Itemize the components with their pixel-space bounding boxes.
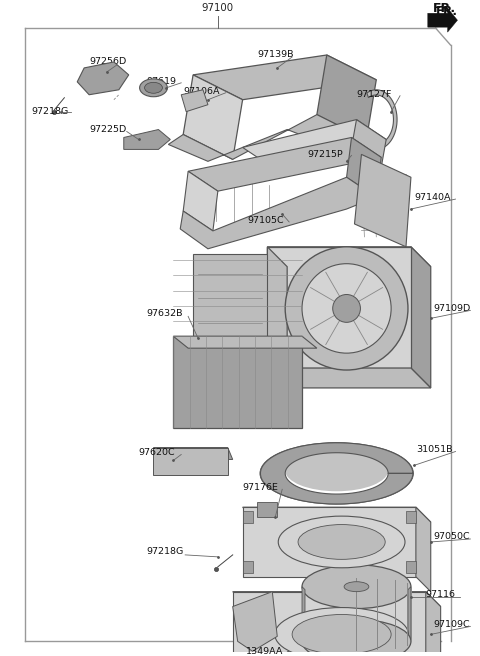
Polygon shape: [233, 592, 426, 656]
Text: FR.: FR.: [433, 2, 456, 15]
Polygon shape: [267, 247, 287, 388]
Polygon shape: [154, 447, 233, 459]
Ellipse shape: [275, 607, 408, 656]
Polygon shape: [355, 154, 411, 247]
Ellipse shape: [140, 79, 168, 96]
Polygon shape: [428, 9, 457, 32]
Circle shape: [285, 247, 408, 370]
Polygon shape: [347, 138, 381, 197]
Ellipse shape: [344, 582, 369, 592]
Ellipse shape: [278, 516, 405, 568]
Polygon shape: [233, 592, 277, 651]
Text: 97106A: 97106A: [183, 87, 220, 96]
Polygon shape: [367, 90, 397, 150]
Text: 97140A: 97140A: [414, 193, 450, 201]
Bar: [173, 337, 302, 428]
Text: 97620C: 97620C: [139, 448, 175, 457]
Text: 97105C: 97105C: [248, 216, 284, 226]
Text: 97225D: 97225D: [89, 125, 126, 134]
Circle shape: [302, 264, 391, 353]
Text: 97619: 97619: [146, 77, 177, 87]
Ellipse shape: [292, 615, 391, 654]
Polygon shape: [317, 55, 376, 140]
Text: 31051B: 31051B: [416, 445, 452, 454]
Polygon shape: [242, 507, 416, 577]
Text: 97116: 97116: [426, 590, 456, 599]
Polygon shape: [173, 337, 317, 348]
Polygon shape: [193, 254, 267, 368]
Bar: [257, 502, 277, 517]
Text: 97109C: 97109C: [434, 620, 470, 629]
Bar: [406, 561, 416, 573]
Text: 97218G: 97218G: [146, 547, 184, 556]
Polygon shape: [188, 138, 381, 191]
Polygon shape: [183, 171, 218, 231]
Polygon shape: [183, 75, 242, 159]
Text: 97215P: 97215P: [307, 150, 343, 159]
Polygon shape: [302, 586, 305, 644]
Polygon shape: [261, 443, 413, 504]
Bar: [242, 561, 252, 573]
Polygon shape: [267, 247, 411, 368]
Text: 97109D: 97109D: [434, 304, 471, 313]
Text: 97256D: 97256D: [89, 58, 126, 66]
Polygon shape: [426, 592, 441, 656]
Polygon shape: [411, 247, 431, 388]
Polygon shape: [351, 119, 386, 167]
Ellipse shape: [302, 619, 411, 656]
Polygon shape: [168, 115, 366, 161]
Polygon shape: [267, 368, 431, 388]
Polygon shape: [181, 90, 208, 112]
Text: 97218G: 97218G: [32, 107, 69, 116]
Polygon shape: [77, 62, 129, 94]
Text: 97050C: 97050C: [434, 533, 470, 541]
Text: 97632B: 97632B: [146, 309, 183, 318]
Ellipse shape: [285, 449, 388, 491]
Polygon shape: [180, 177, 376, 249]
Polygon shape: [233, 592, 441, 607]
Polygon shape: [242, 119, 386, 167]
Text: 97176E: 97176E: [242, 483, 278, 492]
Polygon shape: [242, 507, 431, 522]
Ellipse shape: [298, 525, 385, 560]
Polygon shape: [416, 507, 431, 592]
Bar: [406, 511, 416, 523]
Polygon shape: [193, 55, 376, 100]
Polygon shape: [154, 447, 228, 476]
Bar: [242, 511, 252, 523]
Polygon shape: [267, 247, 431, 267]
Text: 97100: 97100: [202, 3, 234, 13]
Text: 97139B: 97139B: [257, 51, 294, 60]
Polygon shape: [124, 129, 170, 150]
Text: 1349AA: 1349AA: [246, 647, 283, 656]
Circle shape: [333, 295, 360, 322]
Text: FR.: FR.: [436, 5, 458, 18]
Ellipse shape: [302, 565, 411, 609]
Text: 97127F: 97127F: [357, 91, 392, 99]
Polygon shape: [408, 586, 411, 644]
Ellipse shape: [144, 83, 162, 93]
